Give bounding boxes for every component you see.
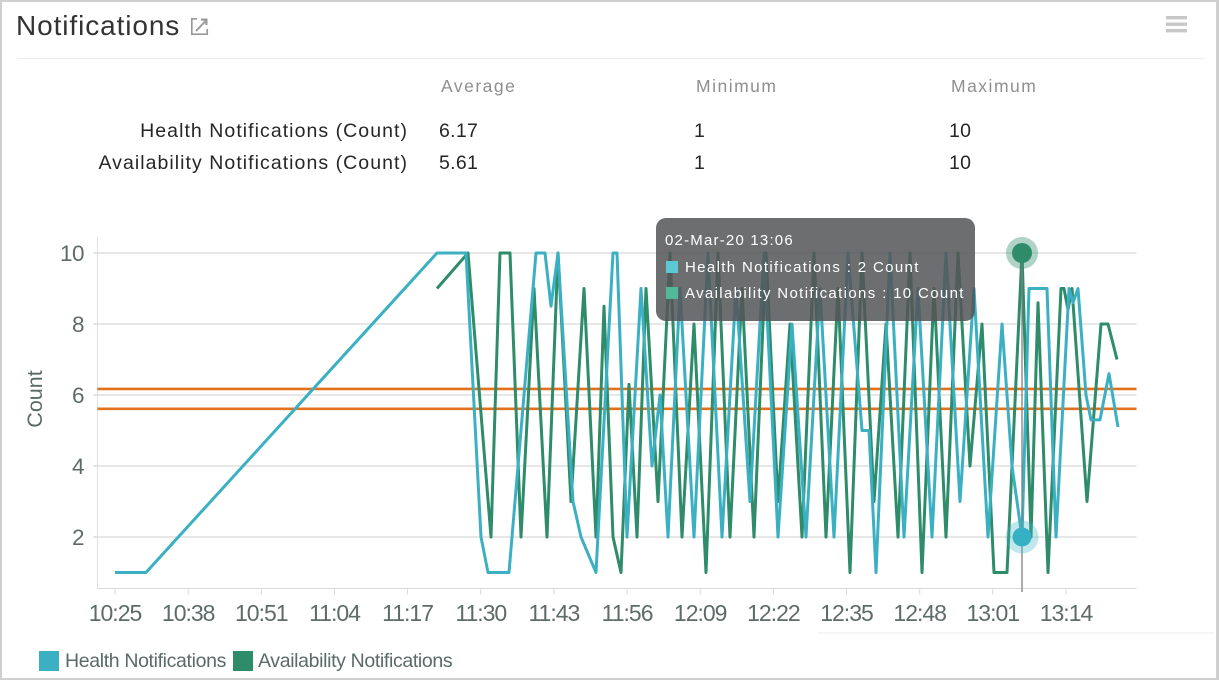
svg-text:13:14: 13:14	[1040, 600, 1094, 626]
svg-text:12:09: 12:09	[674, 600, 727, 626]
svg-text:11:17: 11:17	[382, 600, 433, 626]
svg-text:12:35: 12:35	[820, 600, 873, 626]
svg-text:6: 6	[72, 383, 84, 408]
svg-text:13:01: 13:01	[967, 600, 1020, 626]
svg-text:11:30: 11:30	[455, 600, 506, 626]
svg-text:12:22: 12:22	[747, 600, 800, 626]
svg-text:11:04: 11:04	[309, 600, 361, 626]
svg-text:10:38: 10:38	[162, 600, 215, 626]
svg-text:Count: Count	[23, 370, 47, 427]
svg-text:11:56: 11:56	[602, 600, 653, 626]
svg-text:12:48: 12:48	[893, 600, 946, 626]
svg-text:2: 2	[72, 525, 84, 550]
svg-text:8: 8	[72, 312, 84, 337]
svg-text:4: 4	[72, 454, 84, 479]
svg-text:10:51: 10:51	[235, 600, 288, 626]
svg-text:11:43: 11:43	[528, 600, 579, 626]
svg-text:10:25: 10:25	[89, 600, 142, 626]
svg-text:10: 10	[60, 241, 84, 266]
